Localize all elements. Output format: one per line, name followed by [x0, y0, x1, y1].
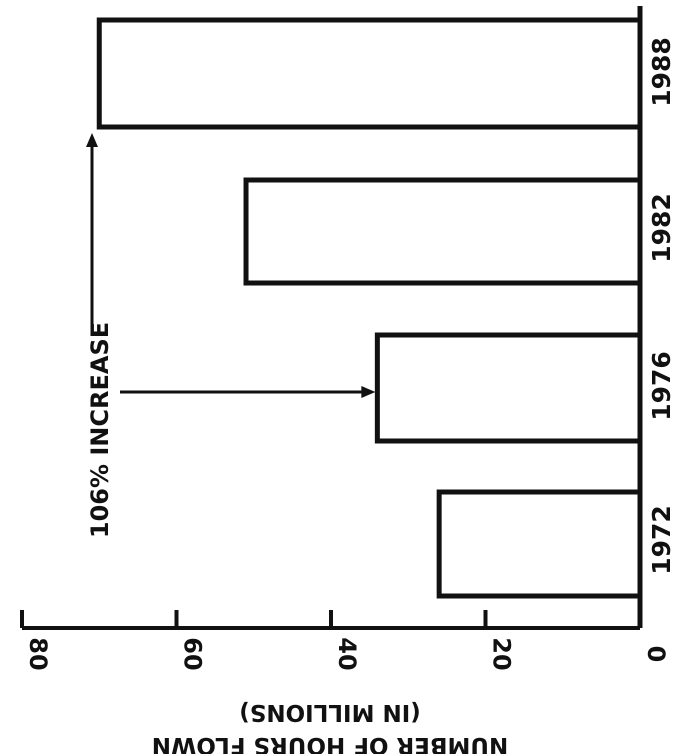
bar-1972 [436, 489, 643, 599]
tick-label: 40 [333, 637, 361, 670]
category-label-1976: 1976 [647, 351, 676, 421]
annotation-bottom-arrowhead [361, 386, 376, 398]
value-axis-tick-labels: 0 20 40 60 80 [24, 637, 670, 670]
tick-label: 60 [179, 637, 207, 670]
category-label-1972: 1972 [647, 505, 676, 575]
tick-label: 20 [488, 637, 516, 670]
bar-1982 [243, 177, 643, 286]
increase-annotation-label: 106% INCREASE [86, 322, 114, 538]
bar-1976 [374, 332, 643, 444]
bars [96, 17, 643, 599]
category-labels: 1972 1976 1982 1988 [647, 37, 676, 575]
bar-1988 [96, 17, 643, 130]
tick-label: 0 [642, 646, 670, 663]
value-axis-ticks [20, 610, 642, 628]
value-axis-title-line1: NUMBER OF HOURS FLOWN [152, 732, 509, 754]
annotation-top-arrowhead [86, 133, 98, 147]
value-axis-title-line2: (IN MILLIONS) [239, 699, 421, 725]
tick-label: 80 [24, 637, 52, 670]
category-label-1982: 1982 [647, 193, 676, 263]
category-label-1988: 1988 [647, 37, 676, 107]
